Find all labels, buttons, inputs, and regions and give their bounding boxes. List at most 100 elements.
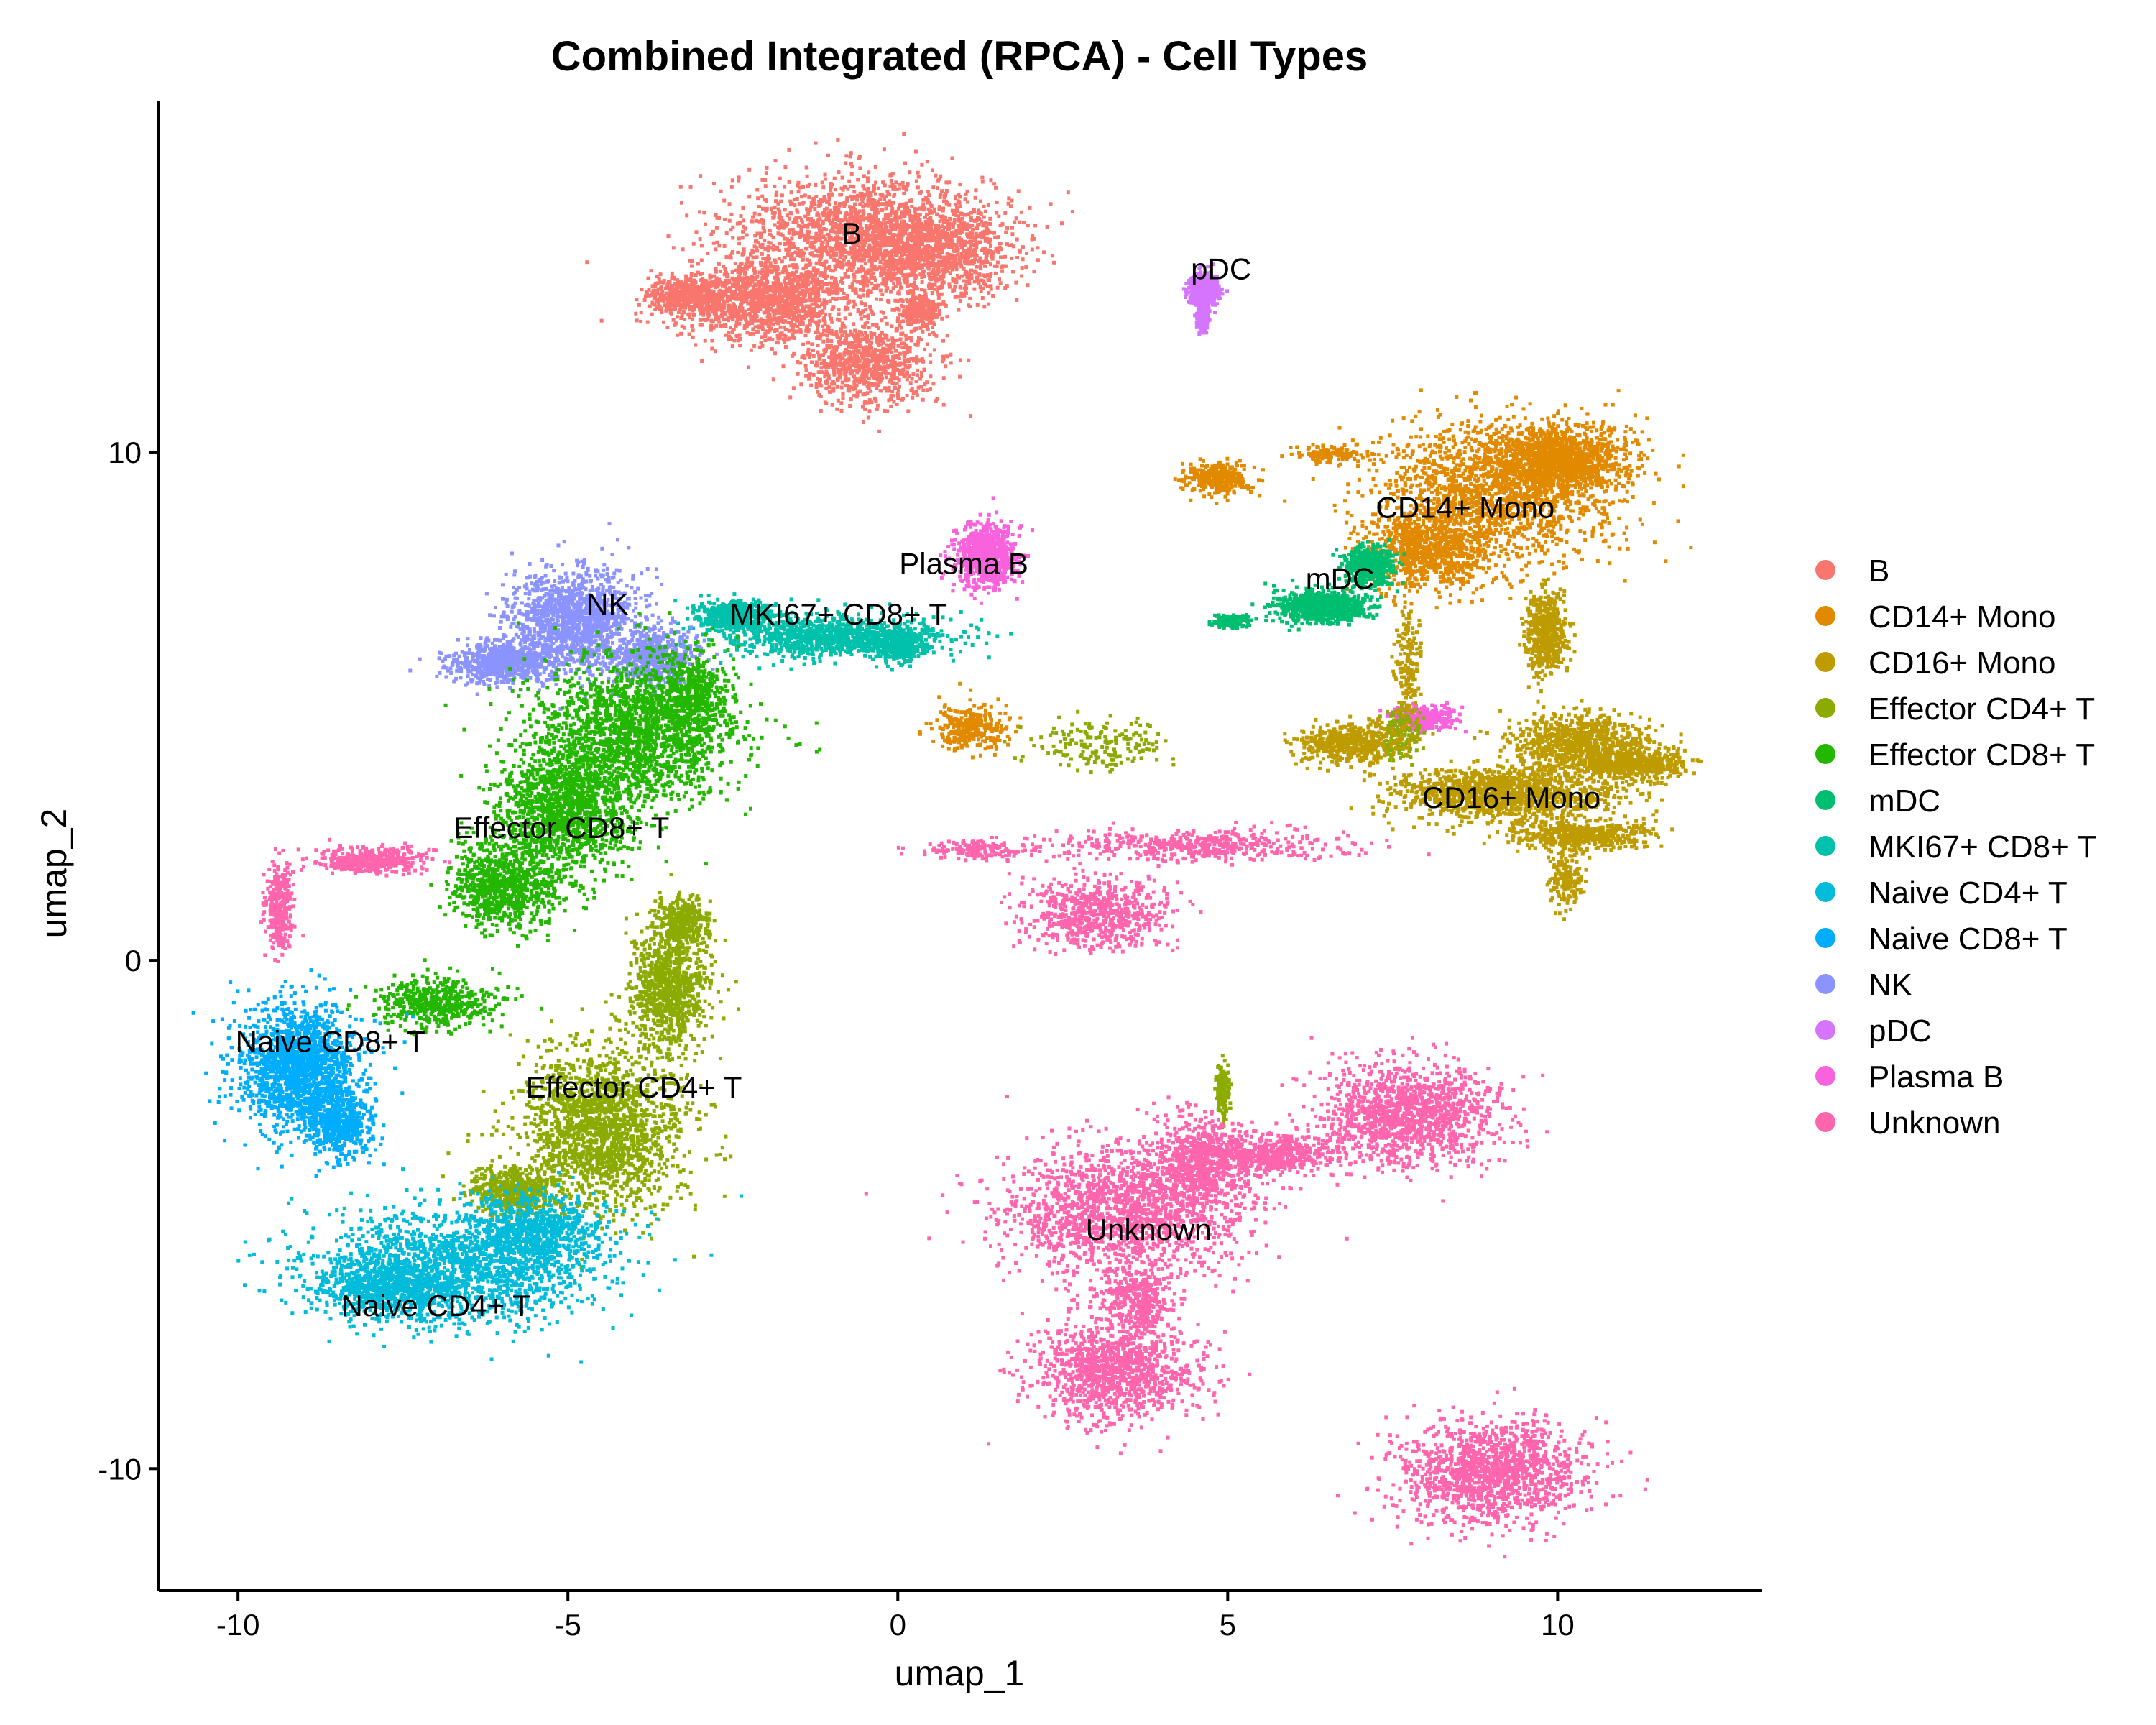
cell-point <box>865 190 870 194</box>
cell-point <box>958 183 962 187</box>
cell-point <box>853 377 857 381</box>
cell-point <box>883 250 888 254</box>
cell-point <box>1030 237 1034 242</box>
cell-point <box>755 231 760 236</box>
cell-point <box>916 175 921 179</box>
cell-point <box>893 185 897 190</box>
cell-point <box>787 231 791 235</box>
cell-point <box>860 234 863 239</box>
cell-point <box>977 222 981 226</box>
cell-point <box>837 318 842 322</box>
cell-point <box>831 389 836 393</box>
cell-point <box>1025 252 1029 255</box>
cell-point <box>1016 189 1021 193</box>
cell-point <box>998 277 1001 282</box>
cell-point <box>765 287 770 291</box>
cell-point <box>857 209 862 213</box>
cell-point <box>699 244 704 248</box>
cell-point <box>823 333 826 337</box>
cell-point <box>791 325 796 329</box>
cell-point <box>820 199 824 203</box>
cell-point <box>955 209 959 213</box>
cell-point <box>934 271 937 275</box>
cell-point <box>831 297 836 301</box>
cell-point <box>935 244 939 249</box>
cell-point <box>880 282 885 286</box>
cell-point <box>908 381 913 385</box>
cell-point <box>787 253 791 257</box>
cell-point <box>888 199 892 203</box>
cell-point <box>801 291 805 295</box>
cell-point <box>775 270 779 275</box>
cell-point <box>877 364 881 368</box>
cell-point <box>987 302 991 306</box>
cell-point <box>850 285 854 289</box>
cell-point <box>778 222 783 226</box>
cell-point <box>849 250 853 254</box>
cell-point <box>871 312 875 316</box>
cell-point <box>756 282 760 286</box>
cell-point <box>829 356 832 360</box>
cell-point <box>735 221 740 226</box>
cell-point <box>983 251 987 255</box>
cell-point <box>807 259 811 264</box>
cell-point <box>814 183 818 187</box>
cell-point <box>860 238 863 242</box>
cell-point <box>761 257 765 260</box>
cell-point <box>736 311 740 316</box>
cell-point <box>902 132 906 136</box>
cell-point <box>1060 221 1064 226</box>
cell-point <box>830 320 834 324</box>
cell-point <box>849 397 853 402</box>
cell-point <box>939 255 943 259</box>
cell-point <box>1000 269 1005 273</box>
cell-point <box>832 372 837 377</box>
cell-point <box>818 246 822 250</box>
cell-point <box>847 356 852 360</box>
cell-point <box>764 282 768 286</box>
cell-point <box>867 216 871 221</box>
cell-point <box>745 233 749 237</box>
cell-point <box>760 267 765 272</box>
cell-point <box>857 215 862 219</box>
cell-point <box>976 279 980 283</box>
cell-point <box>880 331 884 335</box>
cell-point <box>878 245 883 249</box>
cell-point <box>921 397 925 402</box>
cell-point <box>724 231 729 236</box>
cell-point <box>805 247 809 251</box>
cell-point <box>814 273 817 277</box>
cell-point <box>939 174 943 178</box>
cell-point <box>846 268 849 272</box>
cell-point <box>745 331 750 335</box>
cell-point <box>899 362 903 366</box>
cell-point <box>698 323 702 327</box>
cell-point <box>709 232 714 236</box>
cell-point <box>875 324 879 328</box>
cell-point <box>773 258 777 262</box>
cell-point <box>788 264 792 268</box>
cell-point <box>836 367 840 372</box>
cell-point <box>908 267 913 271</box>
cell-point <box>977 208 981 213</box>
cell-point <box>791 386 796 390</box>
cell-point <box>1014 280 1018 285</box>
cell-point <box>844 154 849 158</box>
cell-point <box>803 364 808 368</box>
cell-point <box>885 194 888 198</box>
cell-point <box>828 281 832 285</box>
cell-point <box>934 279 939 283</box>
cell-point <box>860 264 864 268</box>
cell-point <box>816 314 820 318</box>
cell-point <box>735 317 740 321</box>
cell-point <box>722 272 727 277</box>
cell-point <box>844 203 847 206</box>
cell-point <box>852 242 857 245</box>
cell-point <box>810 240 814 244</box>
cell-point <box>890 249 895 254</box>
cell-point <box>834 277 838 281</box>
cell-point <box>892 356 896 359</box>
cell-point <box>803 334 808 338</box>
cell-point <box>854 290 858 295</box>
